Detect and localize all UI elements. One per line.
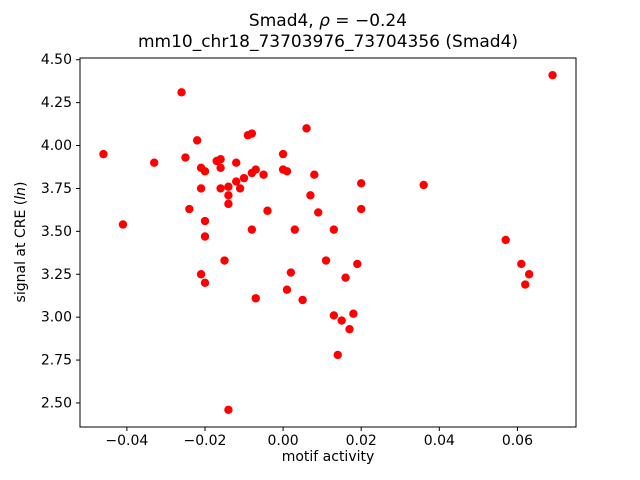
data-point (302, 124, 311, 133)
plot-area-border (79, 57, 577, 428)
chart-title-prefix: Smad4, (249, 11, 319, 31)
data-point (224, 199, 233, 209)
data-point (314, 208, 323, 217)
y-tick-label: 3.00 (41, 310, 72, 326)
data-point (290, 225, 300, 234)
chart-title: Smad4, ρ = −0.24 (249, 11, 407, 31)
data-point (150, 158, 159, 167)
y-tick-label: 3.50 (41, 224, 72, 240)
x-tick-label: −0.02 (184, 433, 227, 449)
y-axis-label: signal at CRE (ln) (13, 182, 29, 303)
data-point (224, 405, 233, 415)
data-point (353, 259, 362, 269)
data-point (524, 270, 534, 279)
chart-title-rho: ρ (319, 11, 330, 31)
data-point (278, 149, 288, 159)
x-axis-ticks: −0.04 −0.02 0.00 0.02 0.04 0.06 (105, 427, 533, 449)
data-point (232, 158, 241, 167)
data-point (329, 225, 339, 234)
y-tick-label: 2.50 (41, 395, 72, 411)
data-point (224, 182, 233, 191)
data-point (99, 149, 108, 159)
x-tick-label: 0.06 (502, 433, 533, 449)
chart-subtitle: mm10_chr18_73703976_73704356 (Smad4) (138, 32, 518, 52)
data-point (329, 311, 339, 320)
y-axis-label-suffix: ) (13, 182, 29, 187)
data-point (321, 256, 331, 265)
data-point (118, 220, 128, 229)
data-point (286, 268, 296, 277)
y-tick-label: 4.50 (41, 52, 72, 68)
y-axis-label-prefix: signal at CRE ( (13, 200, 29, 303)
data-point (200, 278, 210, 288)
data-point (337, 316, 346, 325)
x-tick-label: 0.02 (346, 433, 377, 449)
data-point (251, 165, 260, 174)
data-point (232, 177, 241, 186)
data-point (548, 70, 557, 80)
data-point (224, 191, 233, 200)
data-point (356, 204, 366, 214)
data-point (235, 184, 245, 193)
data-point (181, 153, 190, 162)
data-points (99, 70, 557, 415)
y-tick-label: 3.25 (41, 267, 72, 283)
data-point (356, 179, 366, 188)
data-point (341, 273, 350, 282)
x-tick-label: −0.04 (105, 433, 148, 449)
data-point (282, 167, 292, 176)
x-tick-label: 0.04 (424, 433, 455, 449)
y-axis-label-italic: ln (13, 187, 29, 200)
data-point (282, 285, 292, 294)
x-axis-label: motif activity (282, 449, 375, 465)
data-point (259, 170, 268, 179)
data-point (251, 294, 260, 303)
data-point (345, 324, 354, 334)
data-point (220, 256, 229, 265)
data-point (247, 129, 257, 138)
data-point (196, 184, 206, 193)
x-tick-label: 0.00 (268, 433, 299, 449)
y-axis-ticks: 2.50 2.75 3.00 3.25 3.50 3.75 4.00 4.25 4.50 (41, 52, 80, 411)
y-tick-label: 4.00 (41, 138, 72, 154)
data-point (185, 204, 194, 214)
data-point (200, 232, 210, 241)
data-point (216, 184, 225, 193)
data-point (298, 295, 307, 305)
data-point (306, 191, 315, 200)
data-point (239, 173, 249, 183)
y-tick-label: 3.75 (41, 181, 72, 197)
data-point (247, 225, 257, 234)
data-point (216, 155, 225, 164)
data-point (501, 235, 510, 245)
data-point (177, 88, 186, 97)
chart-title-suffix: = −0.24 (330, 11, 407, 31)
data-point (333, 350, 342, 360)
data-point (200, 167, 210, 176)
data-point (521, 280, 530, 289)
data-point (263, 206, 272, 215)
data-point (192, 136, 202, 145)
y-tick-label: 4.25 (41, 95, 72, 111)
y-tick-label: 2.75 (41, 353, 72, 369)
data-point (310, 170, 319, 179)
data-point (349, 309, 358, 318)
data-point (419, 180, 428, 190)
data-point (196, 270, 206, 279)
data-point (216, 163, 225, 173)
data-point (200, 216, 210, 226)
data-point (517, 259, 526, 269)
